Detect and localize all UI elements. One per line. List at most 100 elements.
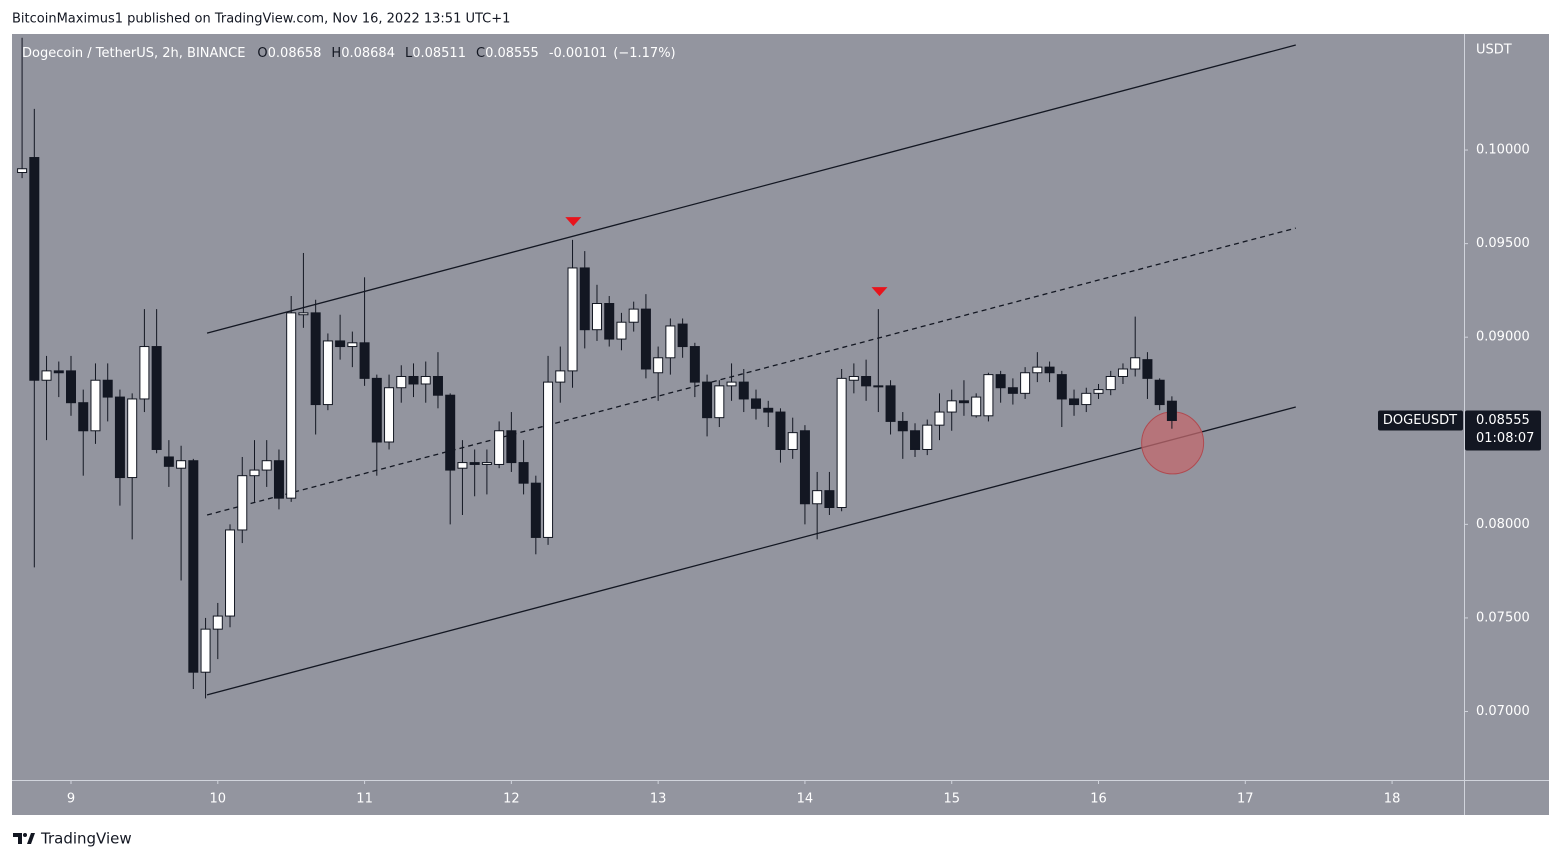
candle-body	[176, 460, 187, 469]
x-tick-label: 14	[797, 792, 814, 807]
x-tick-label: 18	[1384, 792, 1401, 807]
change-percent: (−1.17%)	[613, 46, 675, 61]
candle-body	[836, 377, 847, 509]
candle-body	[1154, 379, 1165, 406]
candle-body	[90, 379, 101, 432]
price-tag-value: 0.08555	[1476, 413, 1530, 428]
ohlc-key: L	[405, 46, 413, 61]
candle-body	[946, 400, 957, 413]
candle-body	[127, 398, 138, 479]
candle-body	[1130, 357, 1141, 370]
y-tick-label: 0.09500	[1476, 236, 1530, 251]
candle-body	[432, 375, 443, 396]
candle-body	[1044, 366, 1055, 374]
candle-body	[29, 157, 40, 381]
candle-body	[200, 628, 211, 673]
ohlc-value: 0.08511	[412, 46, 466, 61]
candle-body	[1142, 359, 1153, 379]
ohlc-value: 0.08684	[341, 46, 395, 61]
candle-body	[922, 424, 933, 450]
candle-body	[971, 396, 982, 417]
candle-body	[420, 375, 431, 385]
y-tick-label: 0.07500	[1476, 610, 1530, 625]
y-axis-label: USDT	[1476, 43, 1512, 58]
candle-body	[310, 312, 321, 406]
candle-body	[640, 308, 651, 370]
candle-body	[261, 460, 272, 471]
candle-body	[910, 430, 921, 450]
signal-marker	[871, 287, 888, 297]
y-tick-label: 0.08000	[1476, 517, 1530, 532]
ohlc-key: H	[331, 46, 341, 61]
candle-body	[1105, 375, 1116, 391]
candle-body	[604, 303, 615, 340]
attribution: BitcoinMaximus1 published on TradingView…	[12, 12, 510, 27]
x-tick-label: 15	[943, 792, 960, 807]
candle-body	[66, 370, 77, 404]
x-tick-label: 10	[210, 792, 227, 807]
candle-body	[530, 482, 541, 538]
candle-body	[41, 370, 52, 381]
candle-body	[616, 321, 627, 340]
candle-body	[469, 462, 480, 465]
x-tick-label: 13	[650, 792, 667, 807]
candle-body	[347, 342, 358, 348]
x-tick-label: 9	[67, 792, 75, 807]
candle-body	[249, 469, 260, 477]
candle-body	[702, 381, 713, 419]
candle-body	[114, 396, 125, 479]
candle-body	[983, 374, 994, 417]
candle-body	[958, 400, 969, 404]
candle-body	[787, 432, 798, 450]
x-tick-label: 17	[1237, 792, 1254, 807]
candle-body	[384, 387, 395, 443]
candle-body	[518, 462, 529, 484]
candle-body	[738, 381, 749, 400]
candle-body	[555, 370, 566, 383]
candle-body	[298, 312, 309, 316]
candle-body	[17, 168, 28, 173]
symbol-title: Dogecoin / TetherUS, 2h, BINANCE	[22, 46, 245, 61]
candle-body	[848, 375, 859, 381]
price-tag-symbol: DOGEUSDT	[1383, 413, 1457, 428]
candle-body	[1020, 372, 1031, 394]
candle-body	[494, 430, 505, 465]
y-tick-label: 0.10000	[1476, 143, 1530, 158]
change-value: -0.00101	[549, 46, 607, 61]
candle-body	[653, 357, 664, 374]
price-tag-symbol-bg	[1378, 410, 1463, 431]
x-tick-label: 12	[503, 792, 520, 807]
candle-body	[1117, 368, 1128, 377]
candle-body	[714, 385, 725, 419]
ohlc-key: C	[476, 46, 485, 61]
candle-body	[995, 374, 1006, 389]
candle-body	[396, 375, 407, 389]
candle-body	[273, 460, 284, 499]
candle-body	[371, 377, 382, 443]
candle-body	[1093, 389, 1104, 394]
candle-body	[763, 407, 774, 413]
signal-marker	[565, 217, 582, 227]
candle-body	[861, 375, 872, 387]
footer-logo	[13, 833, 35, 844]
candle-body	[102, 379, 113, 398]
candle-body	[481, 462, 492, 465]
candle-body	[506, 430, 517, 464]
candle-body	[53, 370, 64, 374]
candle-body	[1007, 387, 1018, 394]
candle-body	[726, 381, 737, 387]
candle-body	[225, 529, 236, 617]
chart-header: Dogecoin / TetherUS, 2h, BINANCE O0.08658…	[22, 46, 676, 61]
y-tick-label: 0.07000	[1476, 704, 1530, 719]
candle-body	[751, 398, 762, 409]
candle-body	[873, 385, 884, 388]
candle-body	[237, 475, 248, 531]
candle-body	[335, 340, 346, 348]
x-tick-label: 11	[356, 792, 373, 807]
y-tick-label: 0.09000	[1476, 330, 1530, 345]
candle-body	[1069, 398, 1080, 406]
candle-body	[1032, 366, 1043, 374]
trendline	[206, 227, 1296, 516]
candle-body	[543, 381, 554, 538]
footer-brand: TradingView	[40, 830, 132, 848]
